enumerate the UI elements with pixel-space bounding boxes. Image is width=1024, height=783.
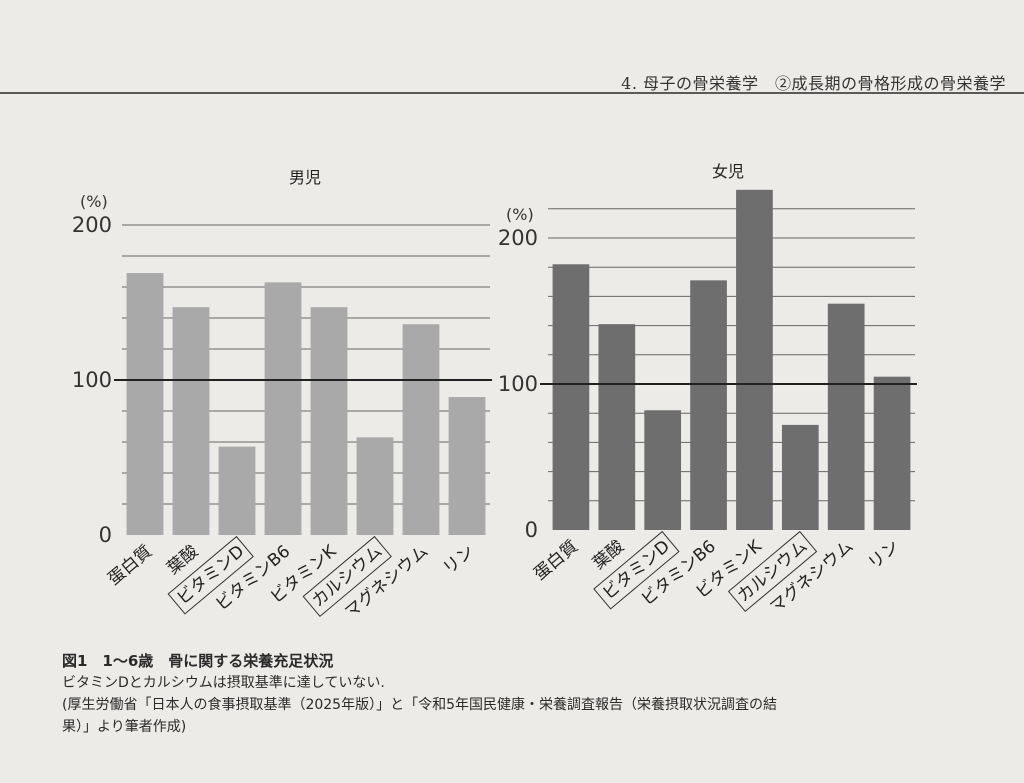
female-bar-3 <box>644 410 682 530</box>
female-bar-5 <box>736 189 773 530</box>
male-title: 男児 <box>289 168 321 187</box>
female-ytick-label: 0 <box>525 518 538 542</box>
female-bar-2 <box>598 324 636 530</box>
male-bar-1 <box>126 273 164 535</box>
female-bar-7 <box>827 303 865 530</box>
male-category-label: リン <box>439 542 478 579</box>
female-category-label: 蛋白質 <box>530 537 582 585</box>
female-bar-6 <box>781 424 819 530</box>
male-bar-7 <box>402 324 440 535</box>
male-ytick-label: 200 <box>72 213 112 237</box>
caption-line-3: 果）」より筆者作成) <box>62 719 187 735</box>
caption-title: 図1 1～6歳 骨に関する栄養充足状況 <box>62 652 334 670</box>
male-category-box <box>167 535 254 615</box>
male-category-label: 蛋白質 <box>104 542 156 590</box>
male-category-box <box>302 535 392 618</box>
female-bar-1 <box>552 264 590 530</box>
male-bar-2 <box>172 307 210 535</box>
figure-caption: 図1 1～6歳 骨に関する栄養充足状況 ビタミンDとカルシウムは摂取基準に達して… <box>62 650 962 738</box>
male-bar-5 <box>310 307 348 535</box>
running-head: 4. 母子の骨栄養学 ②成長期の骨格形成の骨栄養学 <box>621 74 1006 93</box>
female-ylabel: (%) <box>506 205 534 224</box>
male-bar-6 <box>356 437 394 535</box>
male-ytick-label: 0 <box>99 523 112 547</box>
female-bar-8 <box>873 376 911 530</box>
caption-line-2: (厚生労働省「日本人の食事摂取基準（2025年版）」と「令和5年国民健康・栄養調… <box>62 697 777 713</box>
female-title: 女児 <box>712 162 744 181</box>
male-ylabel: (%) <box>80 192 108 211</box>
male-bar-3 <box>218 446 256 535</box>
male-bar-4 <box>264 282 302 535</box>
female-category-box <box>727 530 818 613</box>
female-bar-4 <box>690 280 727 530</box>
header-rule <box>0 92 1024 94</box>
female-ytick-label: 200 <box>498 226 538 250</box>
caption-line-1: ビタミンDとカルシウムは摂取基準に達していない. <box>62 675 385 691</box>
male-bar-8 <box>448 397 486 535</box>
male-ytick-label: 100 <box>72 368 112 392</box>
female-category-box <box>593 530 680 610</box>
female-category-label: リン <box>864 537 903 574</box>
female-ytick-label: 100 <box>498 372 538 396</box>
